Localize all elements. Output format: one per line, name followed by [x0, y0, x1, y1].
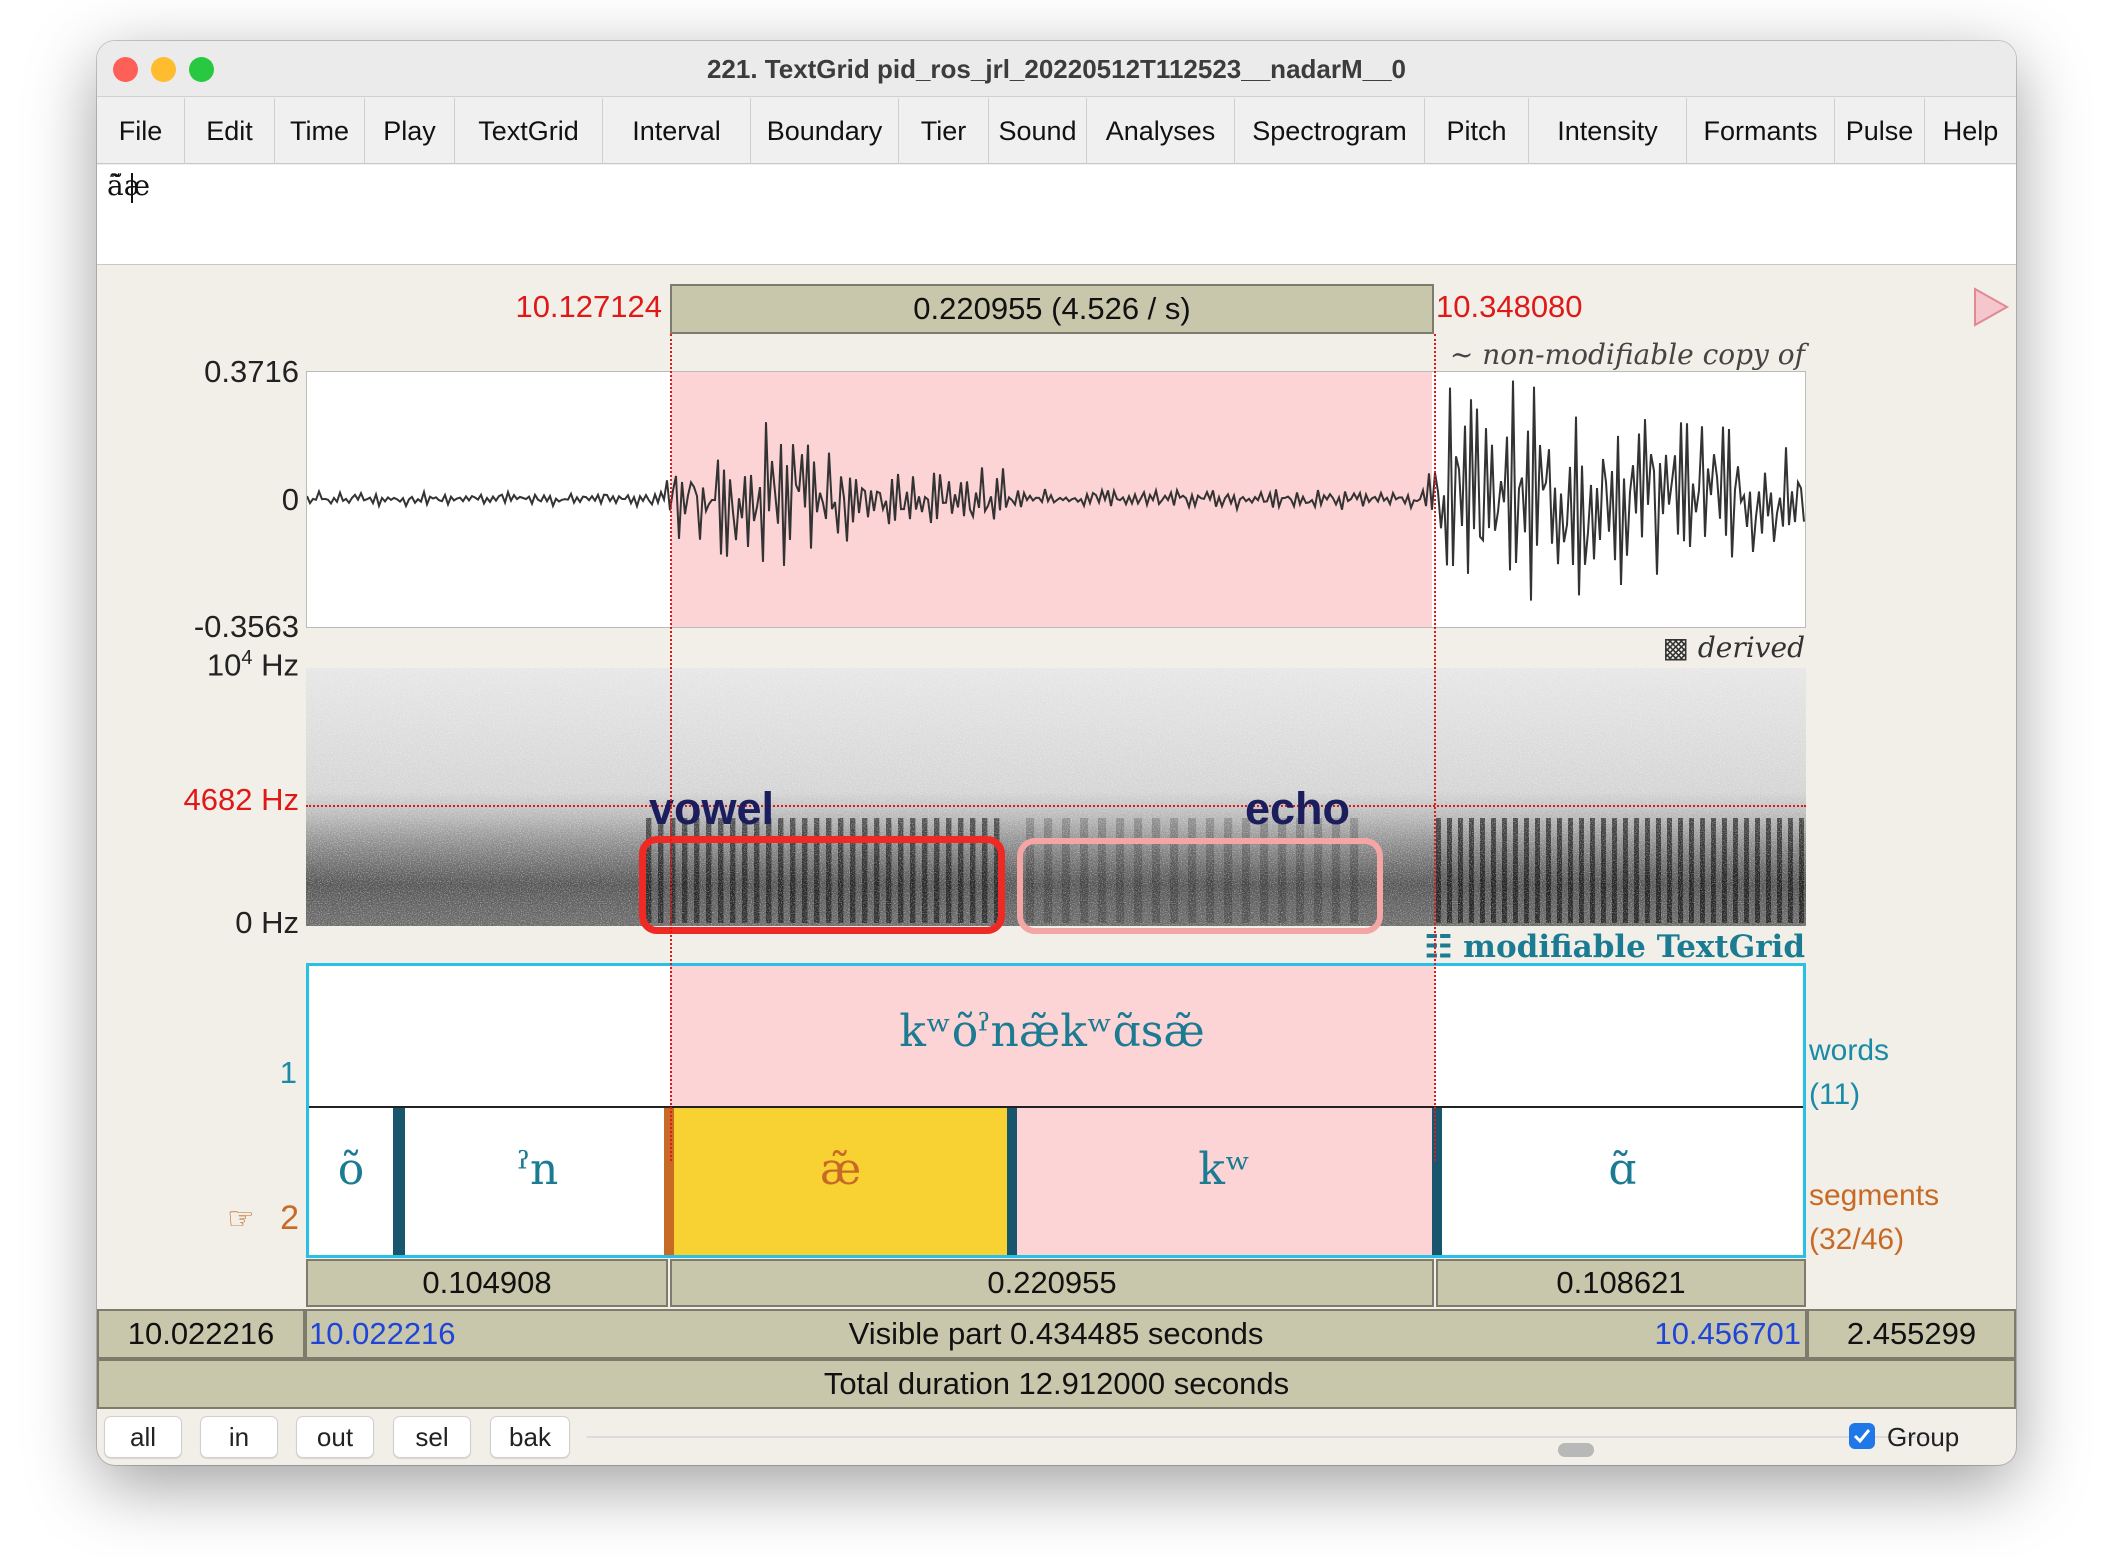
zoom-out-button[interactable]: out — [296, 1416, 374, 1458]
spectrogram-image — [306, 668, 1806, 926]
minimize-button[interactable] — [151, 57, 176, 82]
spectrogram-panel[interactable] — [306, 668, 1806, 926]
tier1-selected-interval[interactable] — [670, 966, 1434, 1106]
tier1-name: words — [1809, 1034, 1890, 1067]
menu-play[interactable]: Play — [365, 98, 455, 164]
waveform-zero: 0 — [281, 482, 299, 517]
menu-time[interactable]: Time — [275, 98, 365, 164]
text-caret — [131, 173, 133, 203]
zoom-all-button[interactable]: all — [104, 1416, 182, 1458]
selection-duration-bar[interactable]: 0.220955 (4.526 / s) — [670, 284, 1434, 334]
waveform-plot — [307, 380, 1805, 601]
menu-edit[interactable]: Edit — [185, 98, 275, 164]
spectrogram-bottom-label: 0 Hz — [235, 905, 299, 940]
zoom-selection-button[interactable]: sel — [393, 1416, 471, 1458]
menu-tier[interactable]: Tier — [899, 98, 989, 164]
menu-analyses[interactable]: Analyses — [1087, 98, 1235, 164]
textgrid-caption: ☷ modifiable TextGrid — [1424, 929, 1805, 965]
checkmark-icon — [1853, 1429, 1871, 1444]
waveform-max: 0.3716 — [204, 354, 299, 389]
tier2-interval-a-text: ɑ̃ — [1608, 1144, 1637, 1195]
duration-after-selection[interactable]: 0.108621 — [1436, 1259, 1806, 1307]
menu-bar: File Edit Time Play TextGrid Interval Bo… — [97, 98, 2016, 164]
duration-before-selection[interactable]: 0.104908 — [306, 1259, 668, 1307]
group-checkbox[interactable] — [1849, 1423, 1875, 1449]
tier2-count: (32/46) — [1809, 1223, 1905, 1256]
total-duration-bar[interactable]: Total duration 12.912000 seconds — [97, 1359, 2016, 1409]
play-triangle-icon[interactable] — [1971, 285, 2011, 329]
tier2-interval-kw[interactable] — [1015, 1108, 1434, 1255]
tier1-count: (11) — [1809, 1078, 1861, 1111]
menu-sound[interactable]: Sound — [989, 98, 1087, 164]
spectrogram-top-label: 104 Hz — [137, 647, 299, 683]
duration-selection[interactable]: 0.220955 — [670, 1259, 1434, 1307]
menu-textgrid[interactable]: TextGrid — [455, 98, 603, 164]
vowel-annotation-box — [639, 836, 1005, 934]
menu-pulse[interactable]: Pulse — [1835, 98, 1925, 164]
tier2-boundary[interactable] — [1007, 1108, 1017, 1255]
interval-text-value: ã̃æ — [107, 169, 151, 202]
interval-text-field[interactable]: ã̃æ — [97, 165, 2016, 265]
spectrogram-top-base: 10 — [206, 647, 242, 683]
menu-pitch[interactable]: Pitch — [1425, 98, 1529, 164]
horizontal-scrollbar-track[interactable] — [587, 1436, 1932, 1438]
tier1-interval-text: kʷõˀnæ̃kʷɑ̃sæ̃ — [899, 1006, 1205, 1057]
menu-intensity[interactable]: Intensity — [1529, 98, 1687, 164]
menu-help[interactable]: Help — [1942, 116, 1999, 146]
vowel-annotation-label: vowel — [649, 783, 775, 834]
echo-annotation-box — [1017, 838, 1383, 934]
echo-annotation-label: echo — [1245, 783, 1351, 834]
visible-part-bar[interactable]: 10.022216 Visible part 0.434485 seconds … — [305, 1309, 1807, 1359]
menu-boundary[interactable]: Boundary — [751, 98, 899, 164]
selection-end: 10.348080 — [1436, 289, 1583, 324]
time-before-visible[interactable]: 10.022216 — [97, 1309, 305, 1359]
horizontal-scrollbar-thumb[interactable] — [1558, 1443, 1594, 1457]
visible-part-label: Visible part 0.434485 seconds — [848, 1316, 1264, 1351]
tier2-interval-o-text: õ — [337, 1144, 365, 1195]
tier2-interval-ae-selected[interactable] — [674, 1108, 1007, 1255]
praat-textgrid-window: 221. TextGrid pid_ros_jrl_20220512T11252… — [97, 41, 2016, 1465]
group-label: Group — [1887, 1422, 1960, 1452]
window-title: 221. TextGrid pid_ros_jrl_20220512T11252… — [706, 54, 1407, 84]
menu-formants[interactable]: Formants — [1687, 98, 1835, 164]
title-bar: 221. TextGrid pid_ros_jrl_20220512T11252… — [97, 41, 2016, 97]
tier2-interval-ae-text: æ̃ — [819, 1144, 862, 1195]
selection-end-cursor — [1434, 334, 1436, 1161]
zoom-button[interactable] — [189, 57, 214, 82]
selection-start-cursor — [670, 334, 672, 1161]
visible-end: 10.456701 — [1654, 1316, 1801, 1351]
visible-start: 10.022216 — [309, 1316, 456, 1351]
tier2-boundary[interactable] — [1432, 1108, 1442, 1255]
spectrogram-cursor-frequency: 4682 Hz — [183, 782, 299, 817]
selection-start: 10.127124 — [515, 289, 662, 324]
spectrogram-top-unit: Hz — [252, 647, 299, 683]
tier2-name: segments — [1809, 1179, 1940, 1212]
spectrogram-frequency-cursor — [306, 805, 1806, 807]
zoom-back-button[interactable]: bak — [490, 1416, 570, 1458]
tier2-boundary-selected[interactable] — [664, 1108, 674, 1255]
waveform-panel[interactable] — [306, 371, 1806, 628]
textgrid-panel[interactable]: kʷõˀnæ̃kʷɑ̃sæ̃ õ ˀn æ̃ kʷ ɑ̃ — [306, 963, 1806, 1258]
tier2-boundary[interactable] — [393, 1108, 405, 1255]
tier1-number: 1 — [279, 1055, 297, 1090]
menu-interval[interactable]: Interval — [603, 98, 751, 164]
menu-file[interactable]: File — [97, 98, 185, 164]
waveform-min: -0.3563 — [193, 609, 299, 644]
close-button[interactable] — [113, 57, 138, 82]
tier2-pointer-icon: ☞ — [227, 1201, 255, 1236]
menu-spectrogram[interactable]: Spectrogram — [1235, 98, 1425, 164]
zoom-in-button[interactable]: in — [200, 1416, 278, 1458]
tier2-interval-kw-text: kʷ — [1198, 1144, 1251, 1195]
tier-separator — [309, 1106, 1803, 1108]
spectrogram-top-exponent: 4 — [241, 647, 253, 669]
tier2-number: 2 — [280, 1199, 299, 1237]
time-after-visible[interactable]: 2.455299 — [1807, 1309, 2016, 1359]
tier2-interval-n-text: ˀn — [517, 1144, 559, 1195]
